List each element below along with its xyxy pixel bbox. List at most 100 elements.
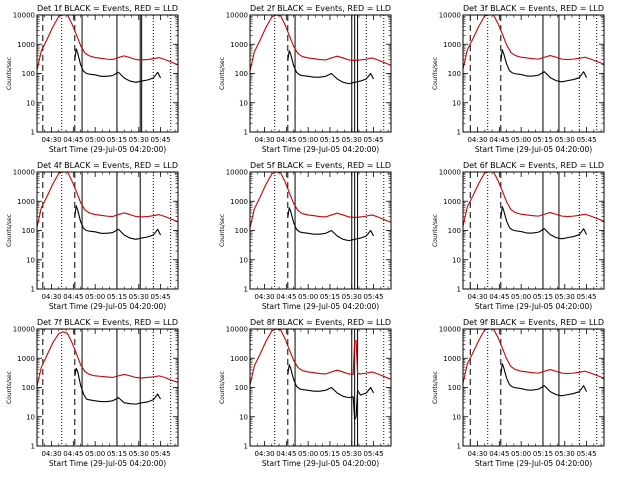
plot-frame xyxy=(36,328,179,447)
x-tick-label: 05:00 xyxy=(511,293,531,301)
y-tick-label: 10000 xyxy=(226,12,248,20)
y-tick-label: 10000 xyxy=(439,12,461,20)
x-tick-label: 04:45 xyxy=(489,136,509,144)
panel-title: Det 5f BLACK = Events, RED = LLD xyxy=(250,161,391,170)
x-tick-label: 05:00 xyxy=(511,136,531,144)
series-events-line xyxy=(500,49,588,83)
series-lld-line xyxy=(463,329,604,384)
series-group xyxy=(463,172,604,240)
series-events-line xyxy=(74,367,162,405)
series-events-line xyxy=(500,206,588,240)
panel-title: Det 3f BLACK = Events, RED = LLD xyxy=(463,4,604,13)
y-tick-label: 1 xyxy=(31,286,35,294)
y-tick-label: 100 xyxy=(448,384,461,392)
x-axis-label: Start Time (29-Jul-05 04:20:00) xyxy=(262,459,379,468)
series-group xyxy=(250,172,391,242)
series-events-line xyxy=(287,50,375,85)
series-events-line xyxy=(500,363,588,397)
x-tick-label: 04:30 xyxy=(254,136,274,144)
y-tick-label: 10 xyxy=(452,256,461,264)
y-tick-label: 100 xyxy=(22,384,35,392)
x-tick-label: 05:15 xyxy=(533,293,553,301)
y-tick-label: 10 xyxy=(452,99,461,107)
panel-title: Det 2f BLACK = Events, RED = LLD xyxy=(250,4,391,13)
x-axis-label: Start Time (29-Jul-05 04:20:00) xyxy=(262,145,379,154)
panel-det-7: Det 7f BLACK = Events, RED = LLD Counts/s… xyxy=(6,318,179,468)
y-tick-label: 100 xyxy=(235,70,248,78)
x-tick-label: 05:30 xyxy=(555,136,575,144)
x-tick-label: 05:45 xyxy=(150,293,170,301)
x-tick-label: 04:45 xyxy=(63,450,83,458)
series-lld-line xyxy=(250,329,391,386)
y-tick-label: 100 xyxy=(235,384,248,392)
panel-det-4: Det 4f BLACK = Events, RED = LLD Counts/s… xyxy=(6,161,179,311)
series-events-line xyxy=(74,48,162,83)
x-tick-label: 05:00 xyxy=(298,450,318,458)
y-tick-label: 100 xyxy=(235,227,248,235)
x-tick-label: 05:45 xyxy=(150,136,170,144)
series-group xyxy=(463,329,604,397)
x-tick-label: 05:45 xyxy=(576,293,596,301)
y-tick-label: 1 xyxy=(244,443,248,451)
x-axis-label: Start Time (29-Jul-05 04:20:00) xyxy=(475,459,592,468)
panel-title: Det 1f BLACK = Events, RED = LLD xyxy=(37,4,178,13)
panel-det-1: Det 1f BLACK = Events, RED = LLD Counts/s… xyxy=(6,4,179,154)
series-lld-line xyxy=(250,172,391,229)
x-tick-label: 05:45 xyxy=(576,136,596,144)
plot-frame xyxy=(462,328,605,447)
panel-det-9: Det 9f BLACK = Events, RED = LLD Counts/s… xyxy=(432,318,605,468)
panel-title: Det 6f BLACK = Events, RED = LLD xyxy=(463,161,604,170)
x-tick-label: 05:45 xyxy=(150,450,170,458)
x-tick-label: 05:00 xyxy=(298,293,318,301)
panel-det-3: Det 3f BLACK = Events, RED = LLD Counts/s… xyxy=(432,4,605,154)
x-tick-label: 04:45 xyxy=(63,136,83,144)
y-tick-label: 1 xyxy=(457,286,461,294)
y-axis-label: Counts/sec xyxy=(219,214,226,247)
x-tick-label: 05:45 xyxy=(363,136,383,144)
x-tick-label: 04:30 xyxy=(254,293,274,301)
panel-det-6: Det 6f BLACK = Events, RED = LLD Counts/s… xyxy=(432,161,605,311)
panel-title: Det 8f BLACK = Events, RED = LLD xyxy=(250,318,391,327)
series-lld-line xyxy=(37,15,178,71)
y-tick-label: 100 xyxy=(448,70,461,78)
x-tick-label: 05:30 xyxy=(555,450,575,458)
plot-frame xyxy=(249,171,392,290)
series-events-line xyxy=(287,364,375,421)
x-tick-label: 04:45 xyxy=(276,450,296,458)
x-tick-label: 05:45 xyxy=(363,293,383,301)
x-axis-label: Start Time (29-Jul-05 04:20:00) xyxy=(49,302,166,311)
y-tick-label: 10000 xyxy=(13,169,35,177)
x-tick-label: 05:15 xyxy=(107,293,127,301)
x-tick-label: 05:45 xyxy=(576,450,596,458)
y-axis-label: Counts/sec xyxy=(432,371,439,404)
plot-frame xyxy=(462,14,605,133)
plot-frame xyxy=(462,171,605,290)
y-tick-label: 10000 xyxy=(226,169,248,177)
y-tick-label: 1 xyxy=(244,286,248,294)
x-tick-label: 04:30 xyxy=(41,450,61,458)
y-axis-label: Counts/sec xyxy=(432,214,439,247)
y-tick-label: 100 xyxy=(22,227,35,235)
x-axis-label: Start Time (29-Jul-05 04:20:00) xyxy=(475,145,592,154)
x-tick-label: 05:15 xyxy=(107,136,127,144)
x-tick-label: 05:15 xyxy=(533,136,553,144)
y-tick-label: 10 xyxy=(452,413,461,421)
series-group xyxy=(463,15,604,83)
panel-det-5: Det 5f BLACK = Events, RED = LLD Counts/s… xyxy=(219,161,392,311)
y-tick-label: 1 xyxy=(457,443,461,451)
y-tick-label: 1000 xyxy=(443,198,461,206)
y-axis-label: Counts/sec xyxy=(6,57,13,90)
y-axis-label: Counts/sec xyxy=(219,57,226,90)
y-axis-label: Counts/sec xyxy=(432,57,439,90)
y-tick-label: 1000 xyxy=(17,41,35,49)
x-tick-label: 04:30 xyxy=(467,136,487,144)
y-tick-label: 10000 xyxy=(13,12,35,20)
y-tick-label: 10000 xyxy=(439,326,461,334)
y-tick-label: 1000 xyxy=(443,41,461,49)
series-group xyxy=(250,329,391,421)
x-tick-label: 04:30 xyxy=(254,450,274,458)
y-tick-label: 100 xyxy=(448,227,461,235)
panel-title: Det 4f BLACK = Events, RED = LLD xyxy=(37,161,178,170)
x-tick-label: 04:30 xyxy=(467,293,487,301)
